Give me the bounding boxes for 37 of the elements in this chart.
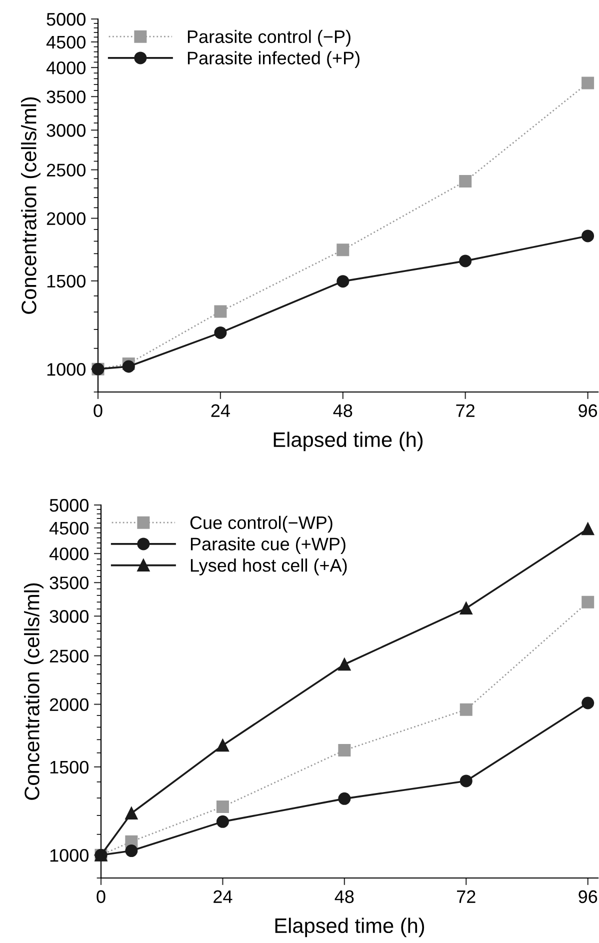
y-tick-label: 1000 <box>47 363 86 376</box>
x-axis-title: Elapsed time (h) <box>275 918 424 938</box>
y-tick-label: 5000 <box>46 12 86 26</box>
legend-label: Lysed host cell (+A) <box>190 558 347 576</box>
y-tick-label: 2000 <box>50 698 88 712</box>
y-tick-label: 3000 <box>50 610 88 623</box>
y-tick-label: 1500 <box>47 274 86 288</box>
y-tick-label: 3000 <box>46 124 86 137</box>
x-tick-label: 24 <box>211 404 230 417</box>
x-tick-label: 48 <box>334 890 354 904</box>
x-tick-label: 48 <box>333 404 352 418</box>
legend-label: Parasite infected (+P) <box>188 51 360 68</box>
y-tick-label: 5000 <box>50 498 88 512</box>
legend-label: Parasite cue (+WP) <box>190 537 346 554</box>
legend-label: Parasite control (−P) <box>188 30 350 47</box>
x-tick-label: 72 <box>456 404 474 417</box>
x-tick-label: 24 <box>214 890 232 903</box>
x-tick-label: 0 <box>94 404 102 418</box>
y-tick-label: 2000 <box>46 212 86 226</box>
y-tick-label: 3500 <box>46 90 86 104</box>
y-tick-label: 1500 <box>50 760 88 774</box>
x-tick-label: 72 <box>457 890 476 903</box>
x-tick-label: 0 <box>96 890 106 904</box>
legend-label: Cue control(−WP) <box>190 516 332 533</box>
y-tick-label: 2500 <box>46 164 86 176</box>
x-tick-label: 96 <box>578 890 598 904</box>
y-axis-title: Concentration (cells/ml) <box>24 583 44 800</box>
y-tick-label: 4500 <box>49 522 88 535</box>
y-tick-label: 2500 <box>50 650 88 662</box>
y-tick-label: 1000 <box>50 849 88 862</box>
y-tick-label: 4500 <box>46 36 86 49</box>
y-tick-label: 4000 <box>46 61 86 74</box>
y-tick-label: 3500 <box>50 576 88 590</box>
x-axis-title: Elapsed time (h) <box>274 432 423 452</box>
x-tick-label: 96 <box>578 404 598 418</box>
y-tick-label: 4000 <box>49 547 88 560</box>
y-axis-title: Concentration (cells/ml) <box>21 97 40 314</box>
